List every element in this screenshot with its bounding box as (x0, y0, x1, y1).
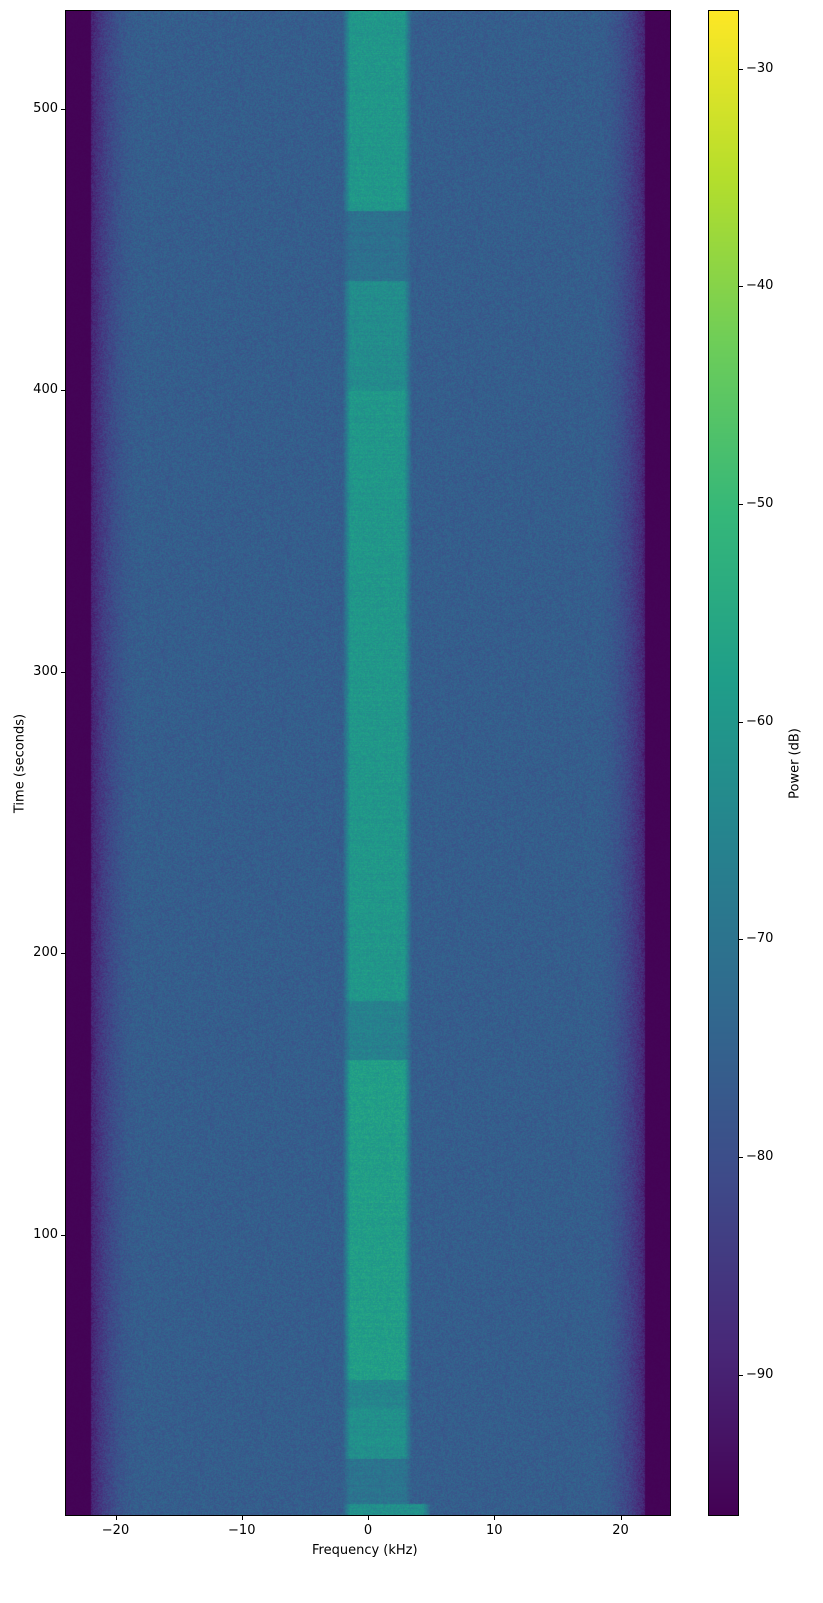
colorbar-tick-mark (739, 504, 743, 506)
x-tick-mark (241, 1516, 243, 1520)
x-tick-label: 10 (485, 1523, 503, 1538)
x-tick-label: 20 (612, 1523, 629, 1538)
y-axis-label: Time (seconds) (12, 713, 28, 814)
x-tick-label: 0 (363, 1523, 373, 1538)
y-tick-mark (61, 108, 65, 110)
colorbar-tick-label: −40 (746, 278, 774, 294)
y-tick-label: 300 (33, 663, 58, 679)
colorbar-tick-label: −70 (746, 931, 774, 947)
x-axis-label: Frequency (kHz) (312, 1543, 418, 1558)
spectrogram-axes (65, 10, 671, 1516)
colorbar-tick-label: −80 (746, 1148, 774, 1164)
colorbar-tick-mark (739, 721, 743, 723)
colorbar (708, 10, 739, 1516)
y-tick-mark (61, 953, 65, 954)
y-tick-label: 100 (33, 1226, 58, 1242)
colorbar-label: Power (dB) (787, 728, 803, 799)
colorbar-tick-mark (739, 1156, 743, 1158)
y-tick-label: 200 (33, 945, 58, 960)
colorbar-gradient (709, 11, 738, 1515)
colorbar-tick-mark (739, 939, 743, 941)
y-tick-label: 500 (33, 100, 58, 116)
colorbar-tick-mark (739, 286, 743, 288)
colorbar-tick-label: −90 (746, 1366, 774, 1382)
colorbar-tick-label: −50 (746, 496, 774, 512)
x-tick-label: −20 (101, 1523, 130, 1538)
colorbar-tick-mark (739, 68, 743, 70)
x-tick-mark (620, 1516, 622, 1520)
x-tick-mark (494, 1516, 496, 1520)
y-tick-label: 400 (33, 382, 58, 398)
colorbar-tick-label: −60 (746, 713, 774, 729)
y-tick-mark (61, 671, 65, 673)
y-tick-mark (61, 1234, 65, 1236)
x-tick-mark (368, 1516, 369, 1520)
colorbar-tick-mark (739, 1374, 743, 1376)
y-tick-mark (61, 390, 65, 392)
x-tick-label: −10 (228, 1523, 256, 1538)
colorbar-tick-label: −30 (746, 60, 774, 76)
x-tick-mark (115, 1516, 117, 1520)
spectrogram-heatmap (66, 11, 670, 1515)
